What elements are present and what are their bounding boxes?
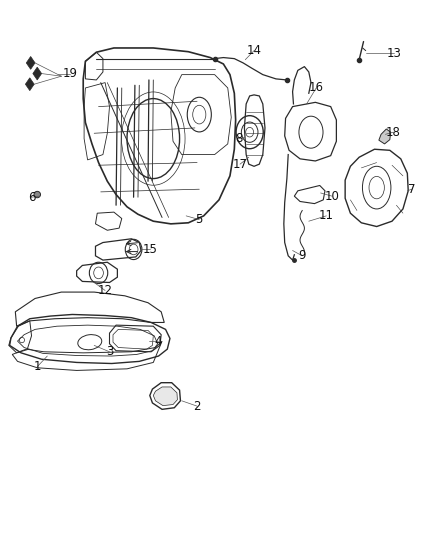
- Text: 18: 18: [386, 126, 401, 139]
- Text: 2: 2: [193, 400, 201, 413]
- Text: 4: 4: [154, 335, 162, 348]
- Text: 17: 17: [233, 158, 247, 171]
- Polygon shape: [379, 129, 391, 144]
- Text: 15: 15: [142, 243, 157, 256]
- Text: 11: 11: [319, 209, 334, 222]
- Text: 16: 16: [309, 82, 324, 94]
- Text: 12: 12: [98, 284, 113, 297]
- Text: 14: 14: [247, 44, 261, 57]
- Polygon shape: [33, 67, 42, 80]
- Text: 19: 19: [63, 67, 78, 80]
- Ellipse shape: [34, 191, 40, 198]
- Polygon shape: [26, 56, 35, 69]
- Polygon shape: [153, 387, 177, 406]
- Text: 10: 10: [325, 190, 339, 203]
- Text: 8: 8: [235, 132, 242, 145]
- Polygon shape: [25, 78, 34, 91]
- Text: 1: 1: [33, 360, 41, 373]
- Text: 7: 7: [408, 183, 416, 196]
- Text: 5: 5: [196, 213, 203, 226]
- Text: 3: 3: [106, 345, 113, 358]
- Text: 9: 9: [298, 249, 306, 262]
- Text: 6: 6: [28, 191, 35, 204]
- Text: 13: 13: [387, 47, 402, 60]
